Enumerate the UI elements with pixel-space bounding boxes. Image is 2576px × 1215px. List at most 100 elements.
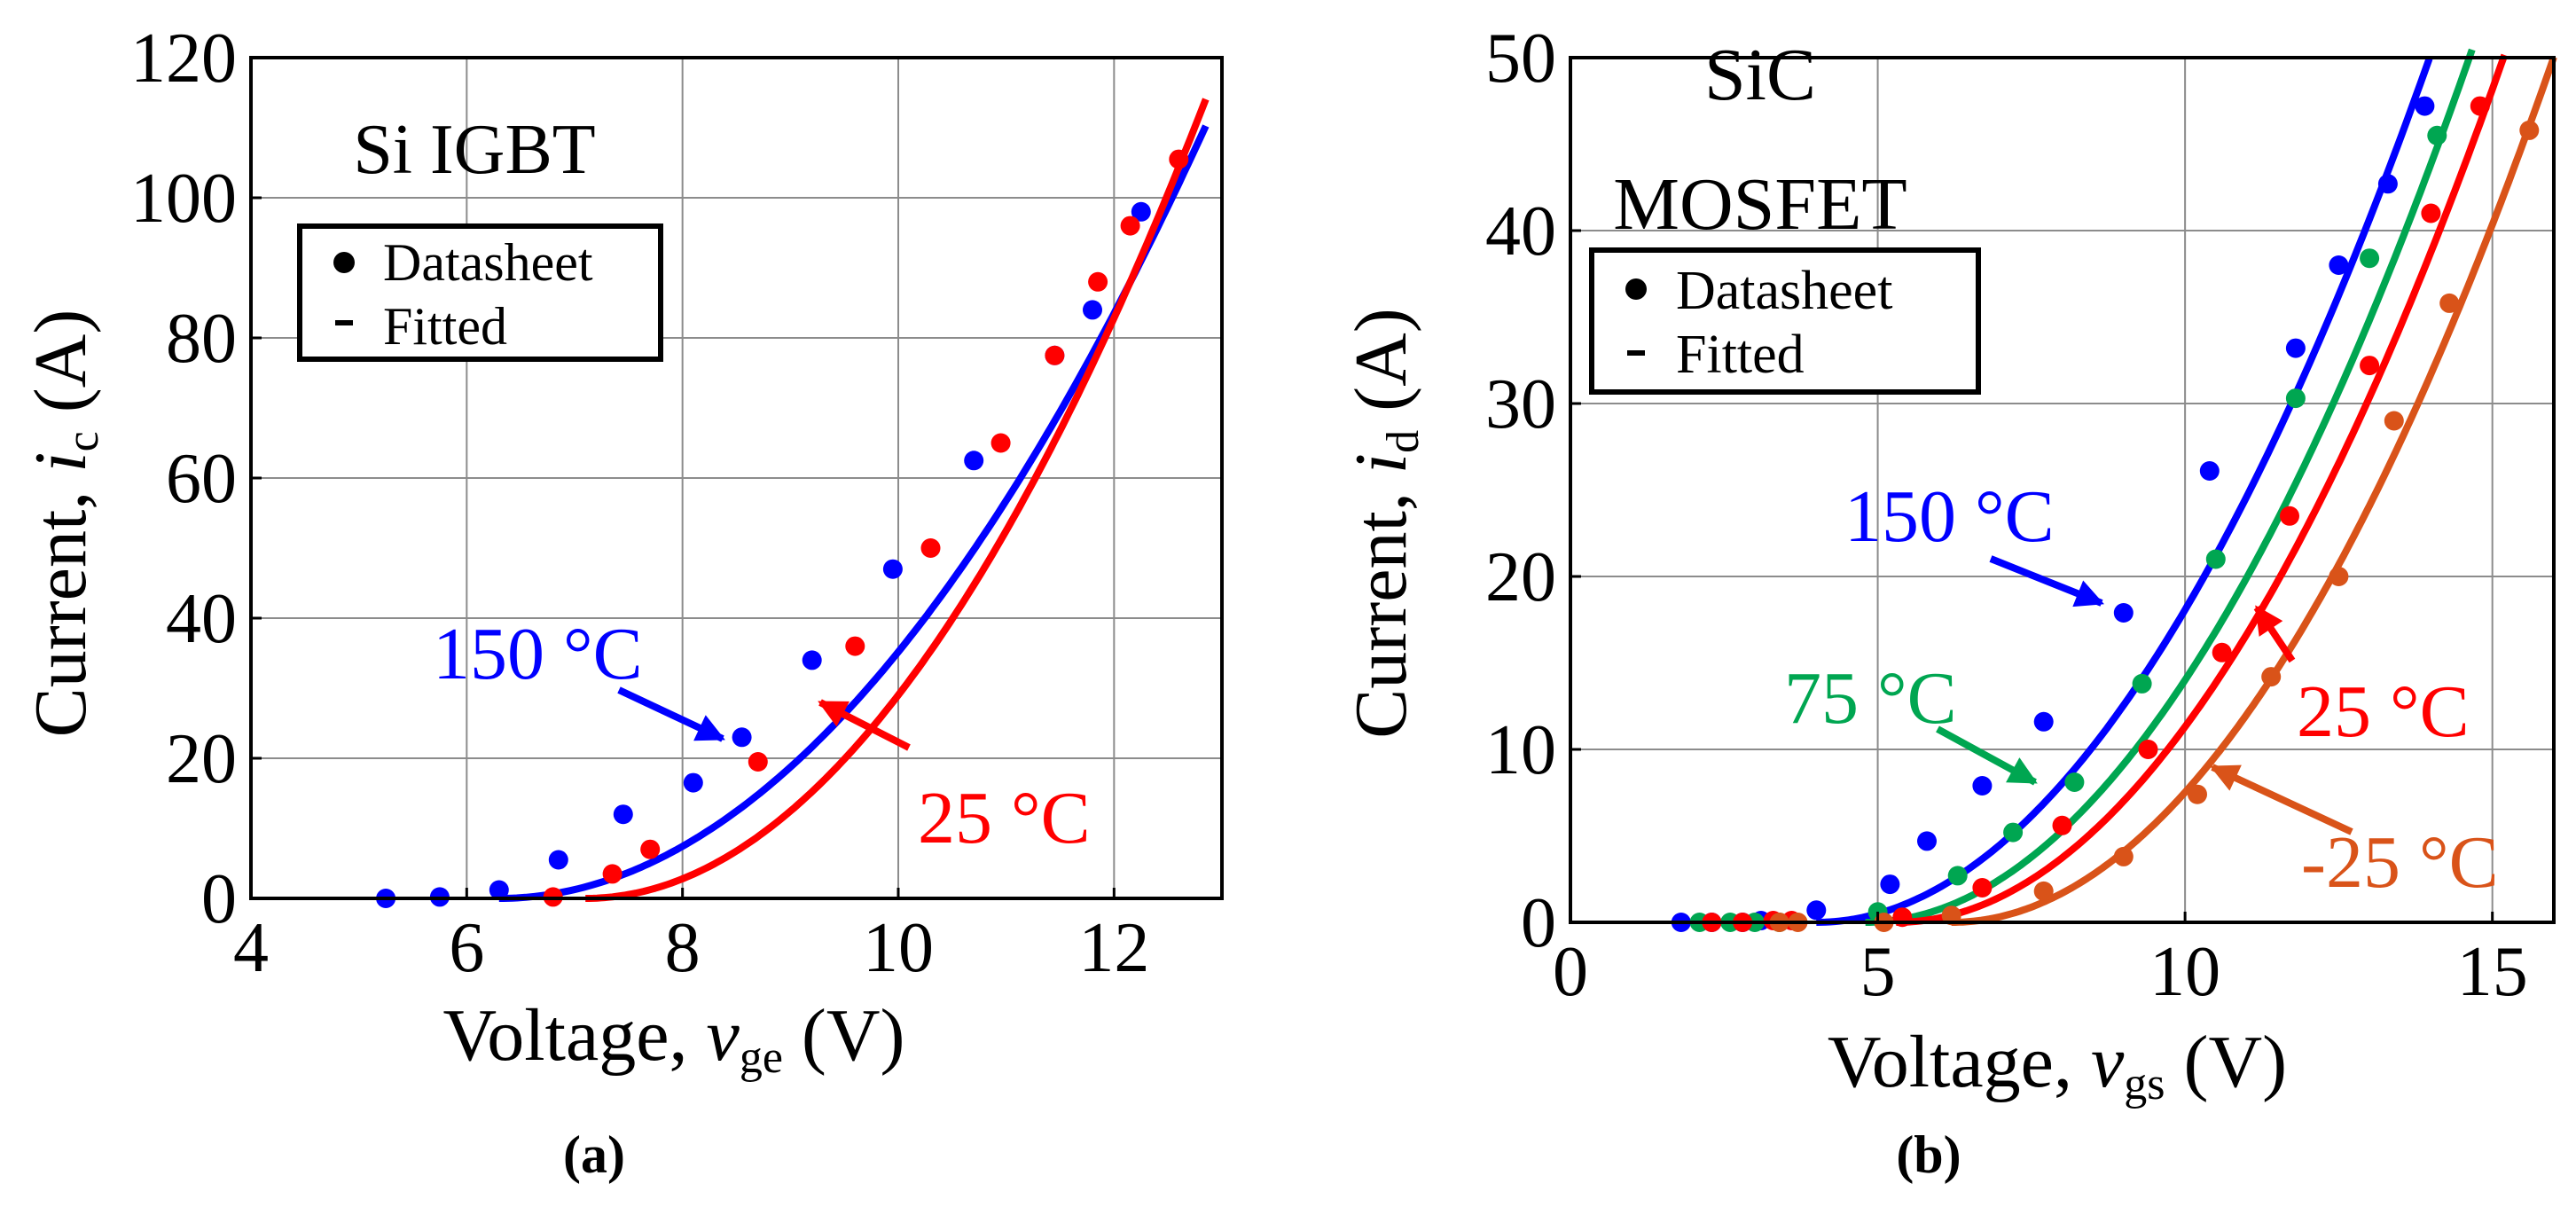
panel-b-datasheet-point-150c-8 xyxy=(2033,711,2054,732)
panel-b-label-minus25c: -25 °C xyxy=(2301,821,2499,904)
panel-b-datasheet-point-150c-14 xyxy=(2415,96,2435,116)
panel-b-datasheet-point-150c-9 xyxy=(2113,603,2134,623)
panel-a-fit-curve-25c xyxy=(585,98,1210,902)
panel-a-x-tick-label-4: 4 xyxy=(233,909,269,987)
panel-a-label-150c: 150 °C xyxy=(433,613,643,695)
panel-b-annotations: 150 °C 75 °C 25 °C -25 °C xyxy=(1784,475,2499,904)
panel-a-datasheet-point-25c-5 xyxy=(920,538,941,558)
panel-b-datasheet-point-minus25c-7 xyxy=(2261,667,2282,687)
panel-b-datasheet-point-150c-4 xyxy=(1806,900,1827,921)
panel-b-datasheet-point-150c-7 xyxy=(1972,776,1993,796)
panel-b-datasheet-point-75c-8 xyxy=(2132,673,2152,694)
panel-a-legend-fitted: Fitted xyxy=(383,297,507,356)
panel-b-y-tick-label-30: 30 xyxy=(1485,365,1556,443)
panel-a-datasheet-point-25c-7 xyxy=(1045,345,1065,365)
panel-b-datasheet-point-25c-7 xyxy=(2138,740,2158,759)
panel-a-datasheet-point-150c-8 xyxy=(882,559,903,579)
panel-b-datasheet-point-150c-5 xyxy=(1880,874,1900,895)
panel-a-datasheet-point-150c-6 xyxy=(732,727,752,748)
panel-a-datasheet-point-25c-1 xyxy=(602,864,622,884)
panel-b-x-tick-label-15: 15 xyxy=(2457,933,2528,1011)
panel-b-legend-marker-datasheet xyxy=(1625,278,1647,300)
panel-b-fit-curve-75c xyxy=(1865,48,2476,926)
panel-b-datasheet-point-25c-12 xyxy=(2470,96,2490,116)
panel-a-datasheet-point-25c-2 xyxy=(640,839,661,859)
panel-a-legend-box xyxy=(297,223,663,362)
panel-a-annotations: 150 °C 25 °C xyxy=(433,613,1091,859)
panel-b-datasheet-point-minus25c-4 xyxy=(2033,881,2054,901)
panel-a-y-tick-label-20: 20 xyxy=(166,720,237,798)
panel-b-fit-curve-25c xyxy=(1896,53,2509,926)
panel-b-y-tick-label-50: 50 xyxy=(1485,20,1556,98)
panel-b-y-tick-label-10: 10 xyxy=(1485,711,1556,789)
panel-a-legend-datasheet: Datasheet xyxy=(383,233,593,292)
panel-b-y-tick-label-20: 20 xyxy=(1485,538,1556,616)
panel-a-datasheet-point-25c-9 xyxy=(1120,216,1140,236)
panel-b-datasheet-point-minus25c-10 xyxy=(2439,293,2460,313)
panel-a-y-tick-label-120: 120 xyxy=(130,20,237,98)
panel-b-y-tick-label-0: 0 xyxy=(1521,884,1556,962)
panel-b-datasheet-point-minus25c-3 xyxy=(1941,905,1961,926)
panel-a-y-tick-label-60: 60 xyxy=(166,440,237,518)
panel-a-datasheet-point-25c-10 xyxy=(1169,149,1189,169)
panel-a-label-25c: 25 °C xyxy=(918,777,1091,859)
panel-b-datasheet-point-25c-8 xyxy=(2212,642,2232,662)
panel-a-datasheet-point-150c-4 xyxy=(613,804,633,825)
panel-b-datasheet-point-minus25c-5 xyxy=(2113,846,2134,866)
panel-b-caption: (b) xyxy=(1896,1125,1961,1184)
panel-a-datasheet-points xyxy=(376,149,1189,908)
panel-b-arrow-25c xyxy=(2253,605,2296,663)
panel-b-arrow-75c xyxy=(1936,725,2038,786)
panel-b-legend-datasheet: Datasheet xyxy=(1676,261,1892,321)
panel-a-datasheet-point-150c-12 xyxy=(1131,201,1151,222)
panel-b-x-tick-label-0: 0 xyxy=(1553,933,1588,1011)
panel-a-x-tick-label-10: 10 xyxy=(863,909,934,987)
panel-b-datasheet-point-25c-5 xyxy=(1972,878,1993,898)
panel-b-datasheet-point-minus25c-11 xyxy=(2519,120,2540,140)
panel-a-y-axis-label: Current, ic (A) xyxy=(20,310,108,738)
panel-a-legend-marker-datasheet xyxy=(333,252,355,273)
panel-a-caption: (a) xyxy=(563,1125,625,1184)
panel-b-datasheet-point-75c-12 xyxy=(2427,125,2447,145)
panel-b-datasheet-point-25c-6 xyxy=(2052,815,2072,835)
panel-b-ticks: 0 5 10 15 0 10 20 30 40 50 xyxy=(1485,20,2528,1011)
panel-b-datasheet-point-150c-13 xyxy=(2377,174,2398,194)
panel-b-arrow-150c xyxy=(1989,555,2104,608)
panel-b-datasheet-point-150c-12 xyxy=(2329,255,2349,275)
panel-a-y-tick-label-100: 100 xyxy=(130,160,237,238)
panel-b-datasheet-point-75c-7 xyxy=(2064,772,2085,792)
panel-b-datasheet-point-25c-11 xyxy=(2421,203,2441,223)
panel-b-axes-frame xyxy=(1569,56,2556,924)
panel-b-datasheet-point-75c-11 xyxy=(2360,248,2380,269)
panel-b-fit-curve-150c xyxy=(1816,57,2433,926)
panel-a-datasheet-point-150c-5 xyxy=(683,772,703,793)
panel-a-x-tick-label-6: 6 xyxy=(449,909,484,987)
panel-b-datasheet-point-75c-10 xyxy=(2285,388,2306,409)
panel-a-datasheet-point-25c-4 xyxy=(845,636,865,656)
panel-b-datasheet-point-150c-10 xyxy=(2199,461,2220,481)
panel-b-datasheet-point-minus25c-6 xyxy=(2188,784,2207,804)
panel-a-y-tick-label-0: 0 xyxy=(201,860,237,938)
panel-a-arrow-150c xyxy=(617,686,725,742)
panel-b-label-25c: 25 °C xyxy=(2297,670,2470,753)
panel-b: 0 5 10 15 0 10 20 30 40 50 SiC MOSFET Datasheet F… xyxy=(1340,20,2557,1184)
panel-b-title-line-2: MOSFET xyxy=(1613,163,1907,246)
panel-a-datasheet-point-150c-2 xyxy=(489,880,509,900)
panel-b-legend-box xyxy=(1589,247,1981,395)
panel-b-datasheet-point-25c-9 xyxy=(2280,506,2299,526)
panel-b-fitted-curves xyxy=(1816,48,2557,926)
panel-b-datasheet-point-75c-6 xyxy=(2003,822,2024,843)
panel-b-legend: Datasheet Fitted xyxy=(1589,247,1981,395)
panel-a-legend: Datasheet Fitted xyxy=(297,223,663,362)
panel-a-datasheet-point-25c-3 xyxy=(748,752,768,772)
panel-b-x-tick-label-5: 5 xyxy=(1860,933,1896,1011)
panel-a-datasheet-point-25c-8 xyxy=(1088,271,1108,292)
panel-b-y-tick-label-40: 40 xyxy=(1485,192,1556,270)
panel-b-datasheet-point-150c-6 xyxy=(1917,831,1937,851)
panel-b-datasheet-point-25c-10 xyxy=(2360,356,2380,376)
panel-b-title-line-1: SiC xyxy=(1704,34,1816,116)
panel-a-x-axis-label: Voltage, vge (V) xyxy=(442,994,904,1083)
